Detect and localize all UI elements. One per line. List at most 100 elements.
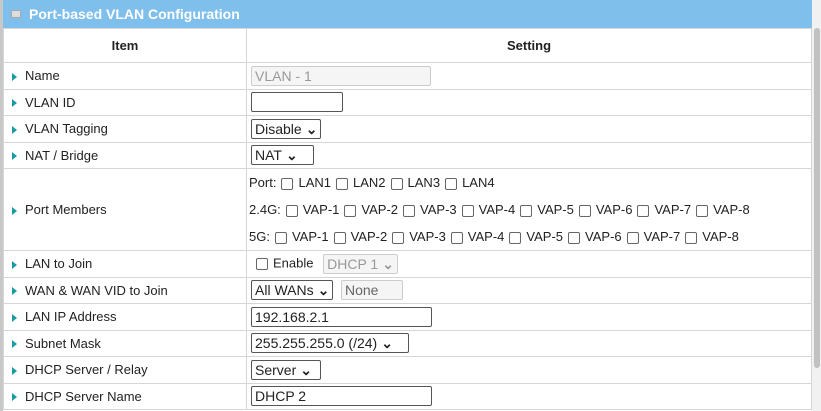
g24-checkbox[interactable] (637, 204, 650, 217)
label: Port Members (25, 202, 107, 217)
g5-label: VAP-3 (409, 229, 446, 244)
g5-label: VAP-5 (526, 229, 564, 244)
g5-checkbox[interactable] (333, 231, 346, 244)
row-wan-vid: WAN & WAN VID to Join (3, 276, 247, 304)
label: NAT / Bridge (25, 147, 99, 163)
dhcp-server-select[interactable]: Server (251, 359, 321, 380)
label: DHCP Server Name (25, 388, 142, 404)
arrow-icon (12, 260, 17, 269)
g5-checkbox[interactable] (274, 231, 287, 244)
enable-label: Enable (273, 255, 314, 271)
g24-checkbox[interactable] (520, 204, 533, 217)
g5-label: VAP-6 (585, 229, 622, 244)
g5-checkbox[interactable] (392, 231, 405, 244)
lan-checkbox[interactable] (281, 177, 294, 190)
row-vlan-tagging: VLAN Tagging (3, 115, 247, 143)
wan-vid-input[interactable]: None (340, 280, 403, 301)
g5-label: 5G: (249, 229, 270, 244)
row-name: Name (3, 62, 247, 90)
dhcp-name-input[interactable]: DHCP 2 (251, 386, 432, 407)
lan-label: LAN2 (353, 175, 386, 190)
g24-checkbox[interactable] (696, 204, 709, 217)
vlan-id-input[interactable] (251, 92, 343, 113)
g24-label: VAP-1 (302, 202, 340, 217)
g24-label: VAP-5 (537, 202, 574, 217)
arrow-icon (12, 206, 17, 215)
label: LAN IP Address (25, 309, 117, 325)
lan-label: LAN3 (407, 175, 441, 190)
g24-label: VAP-3 (420, 202, 457, 217)
tagging-select[interactable]: Disable (251, 118, 322, 139)
label: VLAN ID (25, 94, 76, 110)
g5-checkbox[interactable] (450, 231, 463, 244)
row-dhcp-name: DHCP Server Name (3, 382, 247, 410)
g24-label: VAP-7 (654, 202, 692, 217)
g24-checkbox[interactable] (403, 204, 416, 217)
g5-label: VAP-8 (702, 229, 739, 244)
dhcp-select[interactable]: DHCP 1 (323, 253, 398, 274)
g5-checkbox[interactable] (626, 231, 639, 244)
config-table: Item Setting Name VLAN - 1 VLAN ID VLAN Ta… (3, 28, 812, 410)
lan-ip-input[interactable]: 192.168.2.1 (251, 306, 432, 327)
arrow-icon (12, 340, 17, 349)
wan-select[interactable]: All WANs (251, 280, 334, 301)
lan-checkbox[interactable] (336, 177, 348, 190)
column-item: Item (3, 28, 247, 63)
g24-label: VAP-2 (361, 202, 399, 217)
g24-label: VAP-8 (713, 202, 750, 217)
lan-label: LAN1 (298, 175, 331, 190)
column-setting: Setting (246, 28, 812, 63)
g24-label: 2.4G: (249, 202, 281, 217)
row-dhcp-server: DHCP Server / Relay (3, 356, 247, 384)
scrollbar-thumb[interactable] (814, 28, 820, 368)
subnet-select[interactable]: 255.255.255.0 (/24) (251, 333, 409, 354)
arrow-icon (12, 393, 17, 402)
row-port-members: Port Members (3, 168, 247, 251)
arrow-icon (12, 125, 17, 134)
arrow-icon (12, 313, 17, 322)
g24-line: 2.4G: VAP-1 VAP-2 VAP-3 VAP-4 VAP-5 VAP-6 VAP-7… (249, 196, 807, 223)
row-lan-to-join: LAN to Join (3, 250, 247, 278)
port-label: Port: (249, 175, 277, 190)
g5-checkbox[interactable] (509, 231, 522, 244)
g24-checkbox[interactable] (461, 204, 474, 217)
g5-label: VAP-1 (291, 229, 329, 244)
label: LAN to Join (25, 256, 93, 272)
label: DHCP Server / Relay (25, 362, 148, 378)
name-input[interactable]: VLAN - 1 (251, 65, 431, 86)
label: Subnet Mask (25, 335, 101, 351)
arrow-icon (12, 366, 17, 375)
label: WAN & WAN VID to Join (25, 282, 168, 298)
g5-label: VAP-2 (350, 229, 388, 244)
arrow-icon (12, 72, 17, 81)
panel-header: Port-based VLAN Configuration (3, 0, 812, 28)
g5-label: VAP-4 (467, 229, 505, 244)
g5-checkbox[interactable] (568, 231, 581, 244)
row-nat-bridge: NAT / Bridge (3, 141, 247, 169)
enable-checkbox[interactable] (256, 257, 268, 270)
lan-checkbox[interactable] (445, 177, 458, 190)
g24-label: VAP-4 (478, 202, 516, 217)
arrow-icon (12, 99, 17, 108)
row-vlan-id: VLAN ID (3, 88, 247, 116)
g24-checkbox[interactable] (578, 204, 591, 217)
row-lan-ip: LAN IP Address (3, 303, 247, 331)
panel-icon (11, 10, 21, 18)
g24-checkbox[interactable] (285, 204, 298, 217)
g5-line: 5G: VAP-1 VAP-2 VAP-3 VAP-4 VAP-5 VAP-6 VAP-7 VA… (249, 223, 807, 250)
arrow-icon (12, 287, 17, 296)
arrow-icon (12, 152, 17, 161)
g24-label: VAP-6 (595, 202, 633, 217)
g5-checkbox[interactable] (685, 231, 698, 244)
scrollbar[interactable] (812, 0, 821, 411)
lan-checkbox[interactable] (390, 177, 403, 190)
lan-label: LAN4 (462, 175, 495, 190)
label: Name (25, 68, 60, 84)
nat-select[interactable]: NAT (251, 145, 314, 166)
row-subnet: Subnet Mask (3, 329, 247, 357)
label: VLAN Tagging (25, 121, 108, 137)
g5-label: VAP-7 (643, 229, 681, 244)
panel-title: Port-based VLAN Configuration (29, 6, 240, 22)
g24-checkbox[interactable] (344, 204, 357, 217)
